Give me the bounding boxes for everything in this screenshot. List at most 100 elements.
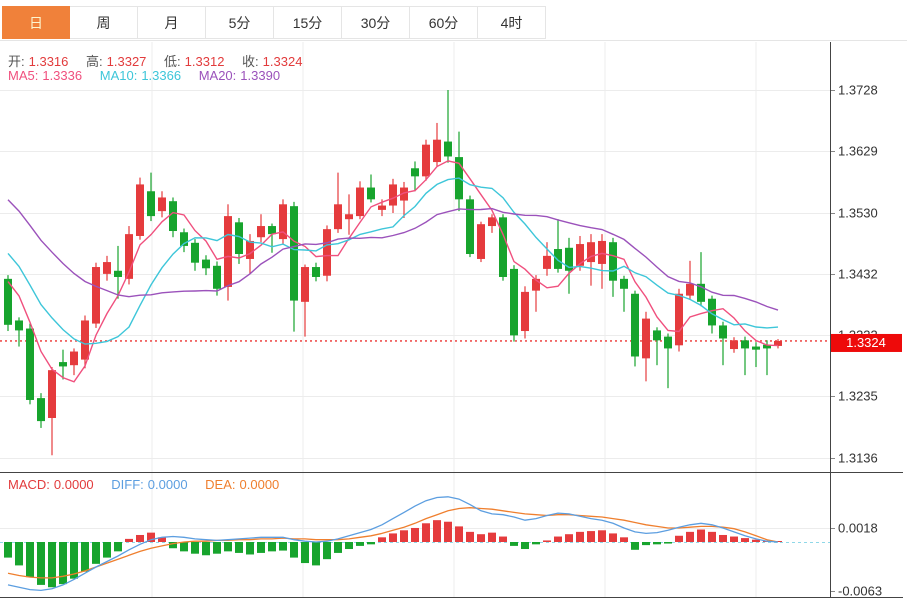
- candle-body: [730, 340, 738, 350]
- tab-5min[interactable]: 5分: [206, 6, 274, 39]
- candle-body: [4, 278, 12, 325]
- price-pane: [0, 90, 830, 456]
- candle-body: [37, 398, 45, 422]
- macd-hist-bar: [389, 533, 397, 542]
- tab-week[interactable]: 周: [70, 6, 138, 39]
- candle-body: [356, 187, 364, 217]
- macd-hist-bar: [367, 542, 375, 545]
- macd-hist-bar: [664, 542, 672, 544]
- candle-body: [345, 214, 353, 220]
- macd-hist-bar: [631, 542, 639, 550]
- macd-hist-bar: [675, 535, 683, 542]
- candle-body: [609, 242, 617, 281]
- macd-hist-bar: [433, 520, 441, 542]
- macd-hist-bar: [653, 542, 661, 545]
- tab-4hour[interactable]: 4时: [478, 6, 546, 39]
- tab-30min[interactable]: 30分: [342, 6, 410, 39]
- candle-body: [125, 234, 133, 279]
- macd-hist-bar: [521, 542, 529, 550]
- current-price-value: 1.3324: [846, 335, 886, 350]
- macd-hist-bar: [378, 537, 386, 542]
- macd-hist-bar: [301, 542, 309, 564]
- candle-body: [686, 283, 694, 296]
- candle-body: [752, 346, 760, 350]
- candle-body: [158, 197, 166, 212]
- macd-value: 0.0000: [53, 477, 94, 492]
- dea-value: 0.0000: [239, 477, 280, 492]
- macd-hist-bar: [235, 542, 243, 553]
- price-axis-label: 1.3432: [838, 267, 878, 282]
- macd-hist-bar: [37, 542, 45, 585]
- macd-hist-bar: [620, 537, 628, 542]
- ma5-value: 1.3336: [42, 68, 83, 83]
- candle-body: [268, 226, 276, 235]
- candle-body: [114, 270, 122, 277]
- high-value: 1.3327: [106, 54, 147, 69]
- candle-body: [642, 318, 650, 359]
- ma-readout: MA5: 1.3336 MA10: 1.3366 MA20: 1.3390: [8, 68, 284, 83]
- candle-body: [620, 278, 628, 289]
- macd-hist-bar: [4, 542, 12, 558]
- candle-body: [59, 362, 67, 367]
- candle-body: [224, 216, 232, 287]
- candle-body: [433, 139, 441, 163]
- candle-body: [576, 244, 584, 266]
- tab-month[interactable]: 月: [138, 6, 206, 39]
- candle-body: [664, 336, 672, 349]
- macd-hist-bar: [741, 538, 749, 542]
- candle-body: [301, 267, 309, 302]
- macd-hist-bar: [202, 542, 210, 556]
- candle-body: [719, 325, 727, 339]
- tab-60min[interactable]: 60分: [410, 6, 478, 39]
- candle-body: [169, 201, 177, 232]
- candle-body: [147, 191, 155, 217]
- macd-hist-bar: [180, 542, 188, 552]
- macd-hist-bar: [565, 534, 573, 542]
- tab-15min[interactable]: 15分: [274, 6, 342, 39]
- macd-hist-bar: [136, 534, 144, 542]
- macd-hist-bar: [730, 536, 738, 542]
- timeframe-tabs: 日周月 5分 15分 30分 60分 4时: [2, 6, 546, 39]
- macd-hist-bar: [279, 542, 287, 551]
- price-axis-label: 1.3136: [838, 451, 878, 466]
- candle-body: [26, 328, 34, 400]
- macd-hist-bar: [686, 531, 694, 542]
- close-value: 1.3324: [262, 54, 303, 69]
- macd-hist-bar: [70, 542, 78, 579]
- macd-hist-bar: [81, 542, 89, 572]
- tab-day[interactable]: 日: [2, 6, 70, 39]
- open-label: 开:: [8, 54, 25, 69]
- macd-hist-bar: [642, 542, 650, 546]
- candle-body: [653, 330, 661, 341]
- macd-axis-label: 0.0018: [838, 521, 878, 536]
- candle-body: [312, 267, 320, 277]
- macd-hist-bar: [213, 542, 221, 554]
- candle-body: [554, 249, 562, 269]
- macd-hist-bar: [158, 537, 166, 542]
- candle-body: [367, 187, 375, 200]
- price-axis-label: 1.3530: [838, 206, 878, 221]
- candle-body: [235, 222, 243, 254]
- macd-hist-bar: [125, 538, 133, 542]
- candle-body: [741, 340, 749, 349]
- candle-body: [180, 232, 188, 246]
- candle-body: [411, 168, 419, 177]
- candle-body: [466, 199, 474, 254]
- candle-body: [136, 184, 144, 236]
- macd-hist-bar: [147, 532, 155, 542]
- candle-body: [598, 240, 606, 264]
- macd-hist-bar: [510, 542, 518, 546]
- macd-hist-bar: [246, 542, 254, 555]
- macd-hist-bar: [191, 542, 199, 554]
- macd-hist-bar: [587, 531, 595, 542]
- ma20-value: 1.3390: [240, 68, 281, 83]
- diff-label: DIFF:: [111, 477, 144, 492]
- candle-body: [675, 293, 683, 346]
- candle-body: [565, 247, 573, 271]
- macd-hist-bar: [532, 542, 540, 545]
- macd-hist-bar: [543, 540, 551, 542]
- candle-body: [444, 141, 452, 157]
- low-label: 低:: [164, 54, 181, 69]
